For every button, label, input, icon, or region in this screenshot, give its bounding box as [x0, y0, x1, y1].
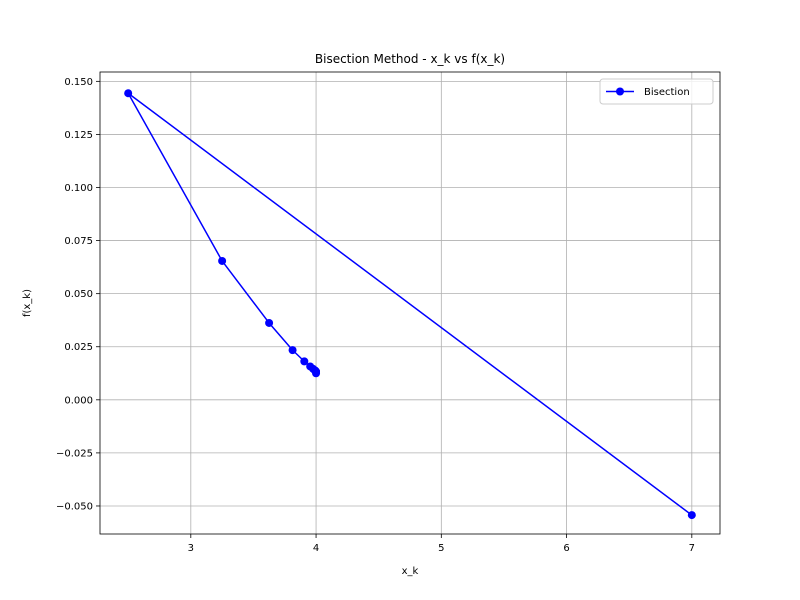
x-tick-label: 5 [438, 543, 444, 554]
data-point [288, 346, 297, 355]
legend-label: Bisection [644, 87, 690, 98]
data-point [265, 318, 274, 327]
y-tick-label: 0.125 [64, 130, 93, 141]
data-point [312, 369, 321, 378]
legend-marker [616, 87, 624, 96]
y-tick-label: 0.075 [64, 236, 93, 247]
x-tick-label: 3 [188, 543, 194, 554]
x-tick-label: 6 [563, 543, 569, 554]
ticks: 3 4 5 6 7 −0.050 −0.025 0.000 0.025 0.050 0.075 0.1… [56, 77, 695, 554]
series-layer [124, 89, 696, 520]
y-tick-label: 0.050 [64, 289, 93, 300]
y-tick-label: 0.000 [64, 395, 93, 406]
data-point [687, 511, 696, 520]
y-tick-label: −0.025 [56, 448, 93, 459]
chart-title: Bisection Method - x_k vs f(x_k) [315, 52, 505, 66]
y-tick-label: 0.150 [64, 77, 93, 88]
legend: Bisection [599, 78, 714, 105]
data-point [218, 256, 227, 265]
y-axis-label: f(x_k) [22, 289, 33, 317]
legend-box [599, 78, 714, 105]
y-tick-label: −0.050 [56, 501, 93, 512]
data-point [300, 357, 309, 366]
y-tick-label: 0.025 [64, 342, 93, 353]
axes-frame [99, 71, 721, 535]
x-tick-label: 7 [689, 543, 695, 554]
data-point [124, 89, 133, 98]
x-axis-label: x_k [402, 566, 419, 577]
grid [100, 72, 720, 534]
x-tick-label: 4 [313, 543, 319, 554]
y-tick-label: 0.100 [64, 183, 93, 194]
